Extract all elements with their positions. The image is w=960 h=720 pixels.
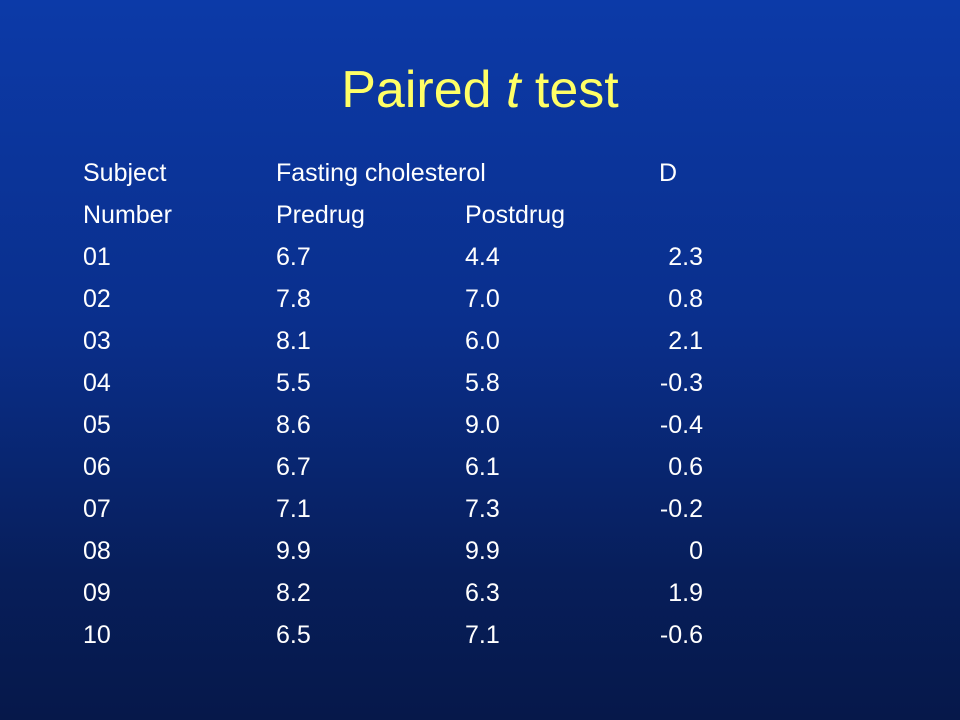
header-d: D bbox=[659, 159, 678, 187]
cell-postdrug: 4.4 bbox=[465, 243, 500, 271]
cell-difference: -0.3 bbox=[659, 369, 703, 397]
cell-difference: 0.6 bbox=[668, 453, 703, 481]
cell-predrug: 7.8 bbox=[276, 285, 311, 313]
cell-difference: -0.6 bbox=[659, 621, 703, 649]
slide-title: Paired t test bbox=[0, 58, 960, 122]
cell-postdrug: 6.3 bbox=[465, 579, 500, 607]
header-subject: Subject bbox=[83, 159, 167, 187]
cell-subject-number: 04 bbox=[83, 369, 111, 397]
cell-postdrug: 6.0 bbox=[465, 327, 500, 355]
cell-predrug: 8.6 bbox=[276, 411, 311, 439]
cell-subject-number: 02 bbox=[83, 285, 111, 313]
cell-subject-number: 09 bbox=[83, 579, 111, 607]
cell-predrug: 8.2 bbox=[276, 579, 311, 607]
cell-postdrug: 5.8 bbox=[465, 369, 500, 397]
cell-subject-number: 01 bbox=[83, 243, 111, 271]
cell-difference: 0.8 bbox=[668, 285, 703, 313]
cell-predrug: 8.1 bbox=[276, 327, 311, 355]
cell-difference: -0.4 bbox=[659, 411, 703, 439]
cell-subject-number: 10 bbox=[83, 621, 111, 649]
header-predrug: Predrug bbox=[276, 201, 365, 229]
cell-predrug: 6.5 bbox=[276, 621, 311, 649]
cell-postdrug: 7.0 bbox=[465, 285, 500, 313]
cell-postdrug: 6.1 bbox=[465, 453, 500, 481]
cell-difference: 1.9 bbox=[668, 579, 703, 607]
title-suffix: test bbox=[520, 61, 619, 119]
header-postdrug: Postdrug bbox=[465, 201, 566, 229]
cell-postdrug: 9.0 bbox=[465, 411, 500, 439]
cell-subject-number: 05 bbox=[83, 411, 111, 439]
cell-difference: 2.3 bbox=[668, 243, 703, 271]
cell-difference: 0 bbox=[689, 537, 703, 565]
cell-predrug: 9.9 bbox=[276, 537, 311, 565]
title-italic-t: t bbox=[506, 61, 521, 119]
cell-predrug: 6.7 bbox=[276, 243, 311, 271]
title-prefix: Paired bbox=[341, 61, 507, 119]
cell-subject-number: 07 bbox=[83, 495, 111, 523]
cell-difference: 2.1 bbox=[668, 327, 703, 355]
cell-postdrug: 7.1 bbox=[465, 621, 500, 649]
cell-postdrug: 7.3 bbox=[465, 495, 500, 523]
cell-difference: -0.2 bbox=[659, 495, 703, 523]
cell-subject-number: 03 bbox=[83, 327, 111, 355]
cell-postdrug: 9.9 bbox=[465, 537, 500, 565]
cell-predrug: 6.7 bbox=[276, 453, 311, 481]
header-fasting-cholesterol: Fasting cholesterol bbox=[276, 159, 486, 187]
cell-subject-number: 08 bbox=[83, 537, 111, 565]
header-number: Number bbox=[83, 201, 172, 229]
cell-predrug: 5.5 bbox=[276, 369, 311, 397]
cell-predrug: 7.1 bbox=[276, 495, 311, 523]
cell-subject-number: 06 bbox=[83, 453, 111, 481]
